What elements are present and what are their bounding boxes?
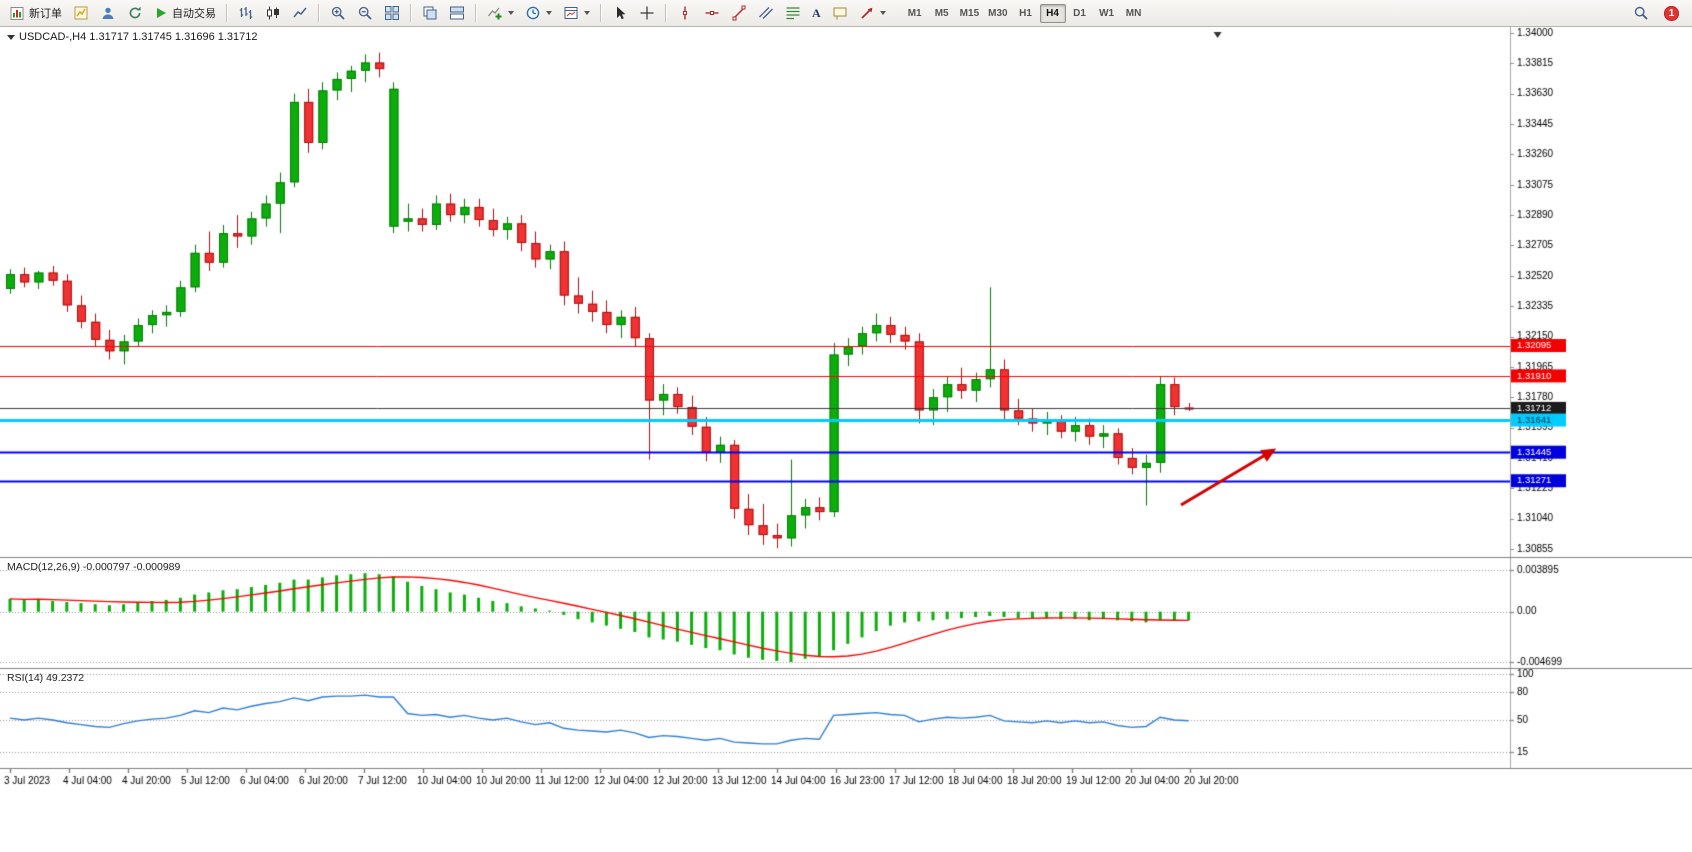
refresh-button[interactable] — [122, 2, 148, 24]
arrange-windows-icon — [450, 6, 464, 20]
timeframe-mn-button[interactable]: MN — [1121, 4, 1147, 23]
timeframe-toolbar: M1 M5 M15 M30 H1 H4 D1 W1 MN — [902, 3, 1147, 23]
tile-windows-icon — [385, 6, 399, 20]
chevron-down-icon — [879, 11, 886, 15]
autotrading-icon — [157, 8, 166, 18]
chevron-down-icon — [584, 11, 590, 15]
bar-chart-button[interactable] — [233, 2, 259, 24]
indicators-button[interactable] — [482, 2, 519, 24]
new-order-button[interactable]: 新订单 — [5, 2, 67, 24]
timeframe-h4-button[interactable]: H4 — [1039, 3, 1066, 23]
periods-button[interactable] — [520, 2, 557, 24]
profiles-button[interactable] — [95, 2, 121, 24]
timeframe-m15-button[interactable]: M15 — [956, 4, 983, 23]
toolbar-separator — [600, 4, 602, 22]
cascade-windows-button[interactable] — [417, 2, 443, 24]
autotrading-button[interactable]: 自动交易 — [149, 2, 221, 24]
template-icon — [564, 7, 578, 19]
price-chart-canvas[interactable] — [0, 27, 1692, 852]
line-chart-button[interactable] — [287, 2, 313, 24]
toolbar-separator — [475, 4, 477, 22]
chevron-down-icon — [508, 11, 514, 15]
profiles-icon — [102, 7, 114, 19]
line-chart-icon — [293, 7, 307, 18]
timeframe-h1-button[interactable]: H1 — [1013, 4, 1039, 23]
trendline-button[interactable] — [726, 2, 752, 24]
text-button[interactable]: A — [807, 2, 826, 24]
crosshair-button[interactable] — [634, 2, 660, 24]
timeframe-m30-button[interactable]: M30 — [984, 4, 1011, 23]
candlestick-chart-icon — [267, 6, 279, 20]
horizontal-line-button[interactable] — [699, 2, 725, 24]
timeframe-m5-button[interactable]: M5 — [929, 4, 955, 23]
trendline-icon — [732, 5, 746, 21]
text-label-button[interactable] — [827, 2, 853, 24]
notification-badge[interactable]: 1 — [1664, 5, 1679, 21]
toolbar-separator — [665, 4, 667, 22]
vertical-line-button[interactable] — [672, 2, 698, 24]
new-order-label: 新订单 — [29, 8, 62, 20]
bar-chart-icon — [239, 7, 253, 19]
crosshair-icon — [640, 6, 654, 20]
templates-button[interactable] — [558, 2, 595, 24]
text-tool-icon: A — [812, 5, 821, 20]
symbol-dropdown-icon[interactable] — [7, 34, 15, 40]
cascade-windows-icon — [423, 6, 437, 20]
search-button[interactable] — [1628, 2, 1654, 24]
clock-icon — [526, 6, 540, 20]
chart-window: USDCAD-,H4 1.31717 1.31745 1.31696 1.317… — [0, 27, 1692, 852]
zoom-out-icon — [358, 6, 372, 20]
refresh-icon — [129, 6, 141, 19]
zoom-out-button[interactable] — [352, 2, 378, 24]
main-toolbar: 新订单 自动交易 — [0, 0, 1692, 27]
fibonacci-icon — [786, 7, 800, 20]
fibonacci-button[interactable] — [780, 2, 806, 24]
tile-windows-button[interactable] — [379, 2, 405, 24]
cursor-button[interactable] — [607, 2, 633, 24]
zoom-in-button[interactable] — [325, 2, 351, 24]
search-icon — [1634, 6, 1648, 20]
arrow-tool-icon — [861, 7, 873, 19]
vertical-line-icon — [683, 6, 687, 20]
toolbar-separator — [226, 4, 228, 22]
horizontal-line-icon — [705, 11, 719, 15]
timeframe-w1-button[interactable]: W1 — [1094, 4, 1120, 23]
channel-button[interactable] — [753, 2, 779, 24]
timeframe-m1-button[interactable]: M1 — [902, 4, 928, 23]
autotrading-label: 自动交易 — [172, 8, 216, 20]
arrows-tool-button[interactable] — [854, 2, 891, 24]
toolbar-separator — [410, 4, 412, 22]
candlestick-chart-button[interactable] — [260, 2, 286, 24]
add-indicator-icon — [487, 7, 502, 20]
zoom-in-icon — [331, 6, 345, 20]
new-order-icon — [10, 6, 24, 20]
toolbar-right-group: 1 — [1628, 2, 1687, 24]
toolbar-separator — [318, 4, 320, 22]
cursor-arrow-icon — [617, 6, 626, 20]
timeframe-d1-button[interactable]: D1 — [1067, 4, 1093, 23]
new-chart-icon — [74, 6, 88, 20]
arrange-windows-button[interactable] — [444, 2, 470, 24]
chevron-down-icon — [546, 11, 552, 15]
new-chart-button[interactable] — [68, 2, 94, 24]
text-label-icon — [833, 7, 847, 20]
channel-icon — [759, 7, 773, 19]
